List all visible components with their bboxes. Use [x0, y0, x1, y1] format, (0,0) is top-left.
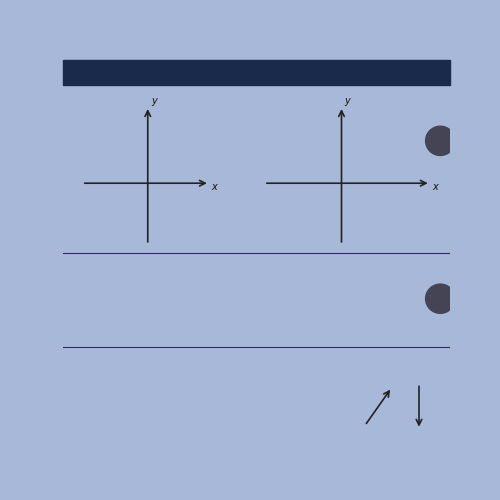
Text: x: x — [212, 182, 218, 192]
Circle shape — [426, 284, 455, 314]
Text: y: y — [151, 96, 156, 106]
Circle shape — [426, 126, 455, 156]
Bar — [62, 60, 450, 85]
Text: y: y — [344, 96, 350, 106]
Text: x: x — [432, 182, 438, 192]
